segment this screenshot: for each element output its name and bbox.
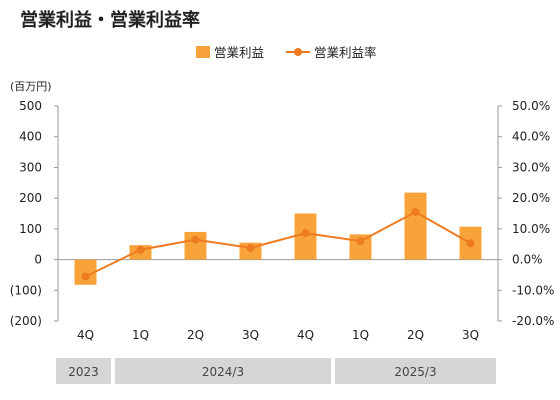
y-left-tick-label: 300 xyxy=(19,160,42,174)
bar xyxy=(74,259,97,285)
chart-title: 営業利益・営業利益率 xyxy=(20,10,200,31)
x-axis-tick-labels: 4Q 1Q 2Q 3Q 4Q 1Q 2Q 3Q xyxy=(77,328,479,342)
legend-line-label: 営業利益率 xyxy=(314,45,377,60)
line-series-group xyxy=(81,207,475,281)
x-tick-label: 1Q xyxy=(352,328,369,342)
y-axis-left-ticks: (200) (100) 0 100 200 300 400 500 xyxy=(10,99,42,328)
bar xyxy=(184,231,207,260)
y-left-tick-label: 100 xyxy=(19,222,42,236)
margin-point xyxy=(301,229,310,238)
y-left-tick-label: (200) xyxy=(10,314,42,328)
x-tick-label: 2Q xyxy=(187,328,204,342)
margin-line xyxy=(85,210,471,278)
period-label: 2023 xyxy=(68,365,99,379)
x-tick-label: 1Q xyxy=(132,328,149,342)
legend-bar-swatch xyxy=(196,46,210,58)
y-left-tick-label: 0 xyxy=(34,253,42,267)
margin-point xyxy=(411,207,420,216)
y-right-tick-label: 0.0% xyxy=(512,253,543,267)
margin-point xyxy=(356,237,365,246)
margin-point xyxy=(246,243,255,252)
x-tick-label: 4Q xyxy=(77,328,94,342)
y-left-tick-label: (100) xyxy=(10,283,42,297)
x-tick-label: 3Q xyxy=(242,328,259,342)
legend-bar-label: 営業利益 xyxy=(214,45,264,60)
y-right-tick-label: 20.0% xyxy=(512,191,550,205)
margin-point xyxy=(191,235,200,244)
y-left-tick-label: 400 xyxy=(19,130,42,144)
y-axis-right-ticks: -20.0% -10.0% 0.0% 10.0% 20.0% 30.0% 40.0% 50.0… xyxy=(512,99,554,328)
y-right-tick-label: 40.0% xyxy=(512,130,550,144)
period-band xyxy=(115,358,331,384)
x-tick-label: 3Q xyxy=(462,328,479,342)
y-left-tick-label: 200 xyxy=(19,191,42,205)
period-band xyxy=(56,358,111,384)
period-bands: 2023 2024/3 2025/3 xyxy=(56,358,496,384)
legend: 営業利益 営業利益率 xyxy=(196,45,377,60)
period-label: 2024/3 xyxy=(202,365,244,379)
margin-point xyxy=(81,272,90,281)
y-right-tick-label: 10.0% xyxy=(512,222,550,236)
axes xyxy=(54,105,502,322)
x-tick-label: 2Q xyxy=(407,328,424,342)
margin-point xyxy=(466,239,475,248)
margin-point xyxy=(136,245,145,254)
x-tick-label: 4Q xyxy=(297,328,314,342)
legend-line-marker xyxy=(294,48,302,56)
period-band xyxy=(335,358,496,384)
y-right-tick-label: -20.0% xyxy=(512,314,554,328)
bars-group xyxy=(74,192,482,285)
bar xyxy=(404,192,427,260)
y-axis-unit-label: (百万円) xyxy=(10,80,52,93)
y-right-tick-label: 50.0% xyxy=(512,99,550,113)
period-label: 2025/3 xyxy=(394,365,436,379)
y-left-tick-label: 500 xyxy=(19,99,42,113)
y-right-tick-label: -10.0% xyxy=(512,283,554,297)
y-right-tick-label: 30.0% xyxy=(512,160,550,174)
